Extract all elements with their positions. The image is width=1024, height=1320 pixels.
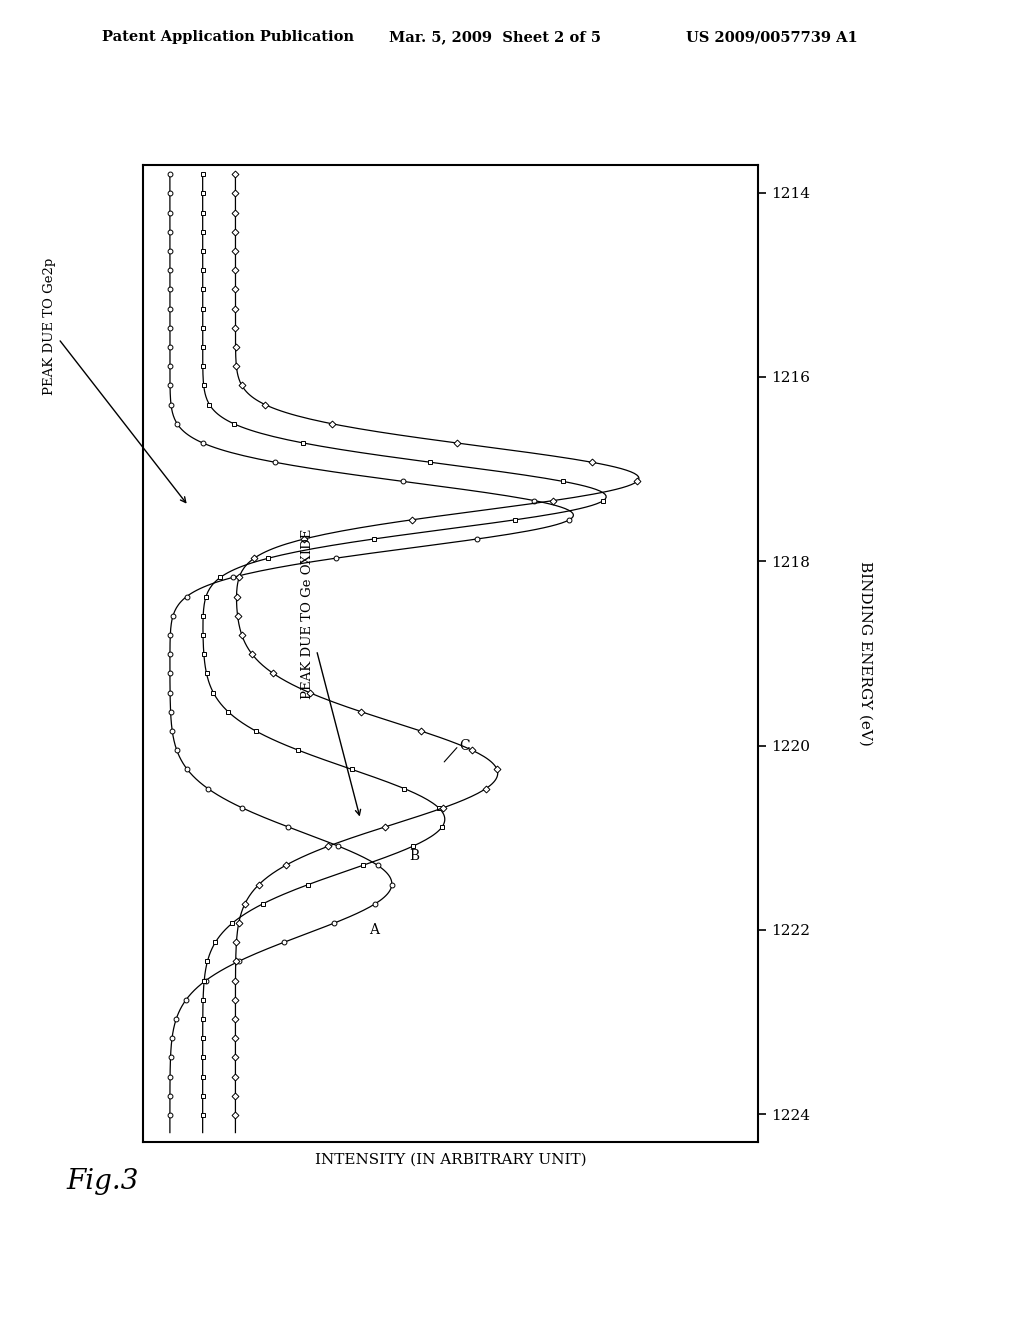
Text: A: A: [369, 923, 379, 937]
Text: Patent Application Publication: Patent Application Publication: [102, 30, 354, 45]
Text: C: C: [459, 739, 469, 752]
X-axis label: INTENSITY (IN ARBITRARY UNIT): INTENSITY (IN ARBITRARY UNIT): [314, 1152, 587, 1167]
Text: B: B: [410, 849, 420, 863]
Y-axis label: BINDING ENERGY (eV): BINDING ENERGY (eV): [858, 561, 872, 746]
Text: US 2009/0057739 A1: US 2009/0057739 A1: [686, 30, 858, 45]
Text: PEAK DUE TO Ge2p: PEAK DUE TO Ge2p: [43, 259, 185, 503]
Text: Mar. 5, 2009  Sheet 2 of 5: Mar. 5, 2009 Sheet 2 of 5: [389, 30, 601, 45]
Text: Fig.3: Fig.3: [67, 1168, 139, 1195]
Text: PEAK DUE TO Ge OXIDE: PEAK DUE TO Ge OXIDE: [301, 529, 360, 814]
